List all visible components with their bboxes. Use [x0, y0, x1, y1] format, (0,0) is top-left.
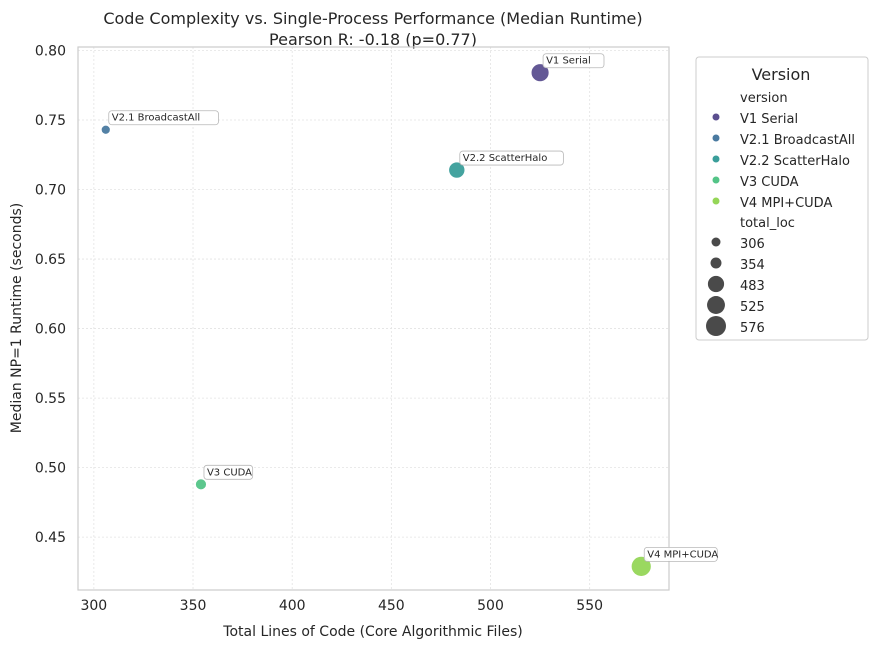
- point-label: V3 CUDA: [207, 467, 252, 478]
- legend-hue-label: V2.1 BroadcastAll: [740, 133, 855, 148]
- chart-title: Code Complexity vs. Single-Process Perfo…: [103, 9, 642, 28]
- y-tick-label: 0.65: [35, 252, 66, 268]
- legend: Version version V1 Serial V2.1 BroadcastA…: [695, 56, 869, 341]
- data-point: [448, 161, 466, 179]
- legend-size-label: 576: [740, 321, 765, 336]
- point-label-box: [542, 53, 605, 69]
- legend-hue-label: V2.2 ScatterHalo: [740, 154, 850, 169]
- y-tick-label: 0.50: [35, 461, 66, 477]
- legend-hue-label: V3 CUDA: [740, 175, 799, 190]
- point-label: V2.2 ScatterHalo: [463, 153, 548, 164]
- chart-subtitle: Pearson R: -0.18 (p=0.77): [269, 30, 477, 49]
- x-axis-label: Total Lines of Code (Core Algorithmic Fi…: [222, 624, 522, 640]
- y-axis-label: Median NP=1 Runtime (seconds): [9, 203, 25, 433]
- legend-size-marker: [706, 316, 726, 336]
- data-point: [195, 478, 207, 491]
- legend-size-label: 306: [740, 237, 765, 252]
- legend-size-label: 525: [740, 300, 765, 315]
- legend-hue-marker: [712, 176, 720, 184]
- legend-hue-marker: [712, 134, 720, 142]
- legend-box: [695, 56, 869, 341]
- x-tick-label: 300: [80, 598, 107, 614]
- legend-hue-entries: V1 Serial V2.1 BroadcastAll V2.2 ScatterHa…: [712, 112, 855, 211]
- y-tick-label: 0.75: [35, 113, 66, 129]
- y-tick-label: 0.55: [35, 391, 66, 407]
- point-label-box: [203, 464, 254, 480]
- x-tick-label: 350: [180, 598, 207, 614]
- legend-size-marker: [707, 275, 725, 293]
- x-axis-ticks: 300 350 400 450 500 550: [80, 598, 603, 614]
- legend-hue-header: version: [740, 91, 788, 106]
- y-tick-label: 0.80: [35, 43, 66, 59]
- data-points: V1 Serial V2.1 BroadcastAll V2.2 ScatterHa…: [100, 53, 718, 577]
- legend-hue-marker: [712, 113, 720, 121]
- point-label-box: [643, 546, 718, 562]
- x-tick-label: 450: [378, 598, 405, 614]
- legend-size-marker: [707, 296, 725, 314]
- legend-size-marker: [710, 257, 722, 269]
- y-tick-label: 0.60: [35, 322, 66, 338]
- legend-size-label: 483: [740, 279, 765, 294]
- x-tick-label: 550: [576, 598, 603, 614]
- y-axis-ticks: 0.45 0.50 0.55 0.60 0.65 0.70 0.75 0.80: [35, 43, 66, 546]
- point-label: V2.1 BroadcastAll: [112, 113, 200, 124]
- legend-size-label: 354: [740, 258, 765, 273]
- legend-hue-label: V1 Serial: [740, 112, 798, 127]
- x-tick-label: 400: [279, 598, 306, 614]
- y-tick-label: 0.45: [35, 530, 66, 546]
- legend-hue-marker: [712, 155, 720, 163]
- legend-hue-marker: [712, 197, 720, 205]
- plot-frame: [77, 46, 670, 591]
- x-tick-label: 500: [477, 598, 504, 614]
- point-label-box: [459, 150, 564, 166]
- point-label-box: [108, 110, 219, 126]
- legend-title: Version: [752, 65, 811, 84]
- legend-size-header: total_loc: [740, 216, 795, 231]
- legend-size-marker: [711, 237, 721, 247]
- point-label: V1 Serial: [546, 56, 591, 67]
- legend-size-entries: 306 354 483 525 576: [706, 237, 765, 336]
- legend-hue-label: V4 MPI+CUDA: [740, 196, 832, 211]
- point-label: V4 MPI+CUDA: [647, 549, 718, 560]
- data-point: [530, 63, 550, 83]
- y-tick-label: 0.70: [35, 183, 66, 199]
- grid-lines: [78, 47, 669, 590]
- data-point: [100, 124, 111, 135]
